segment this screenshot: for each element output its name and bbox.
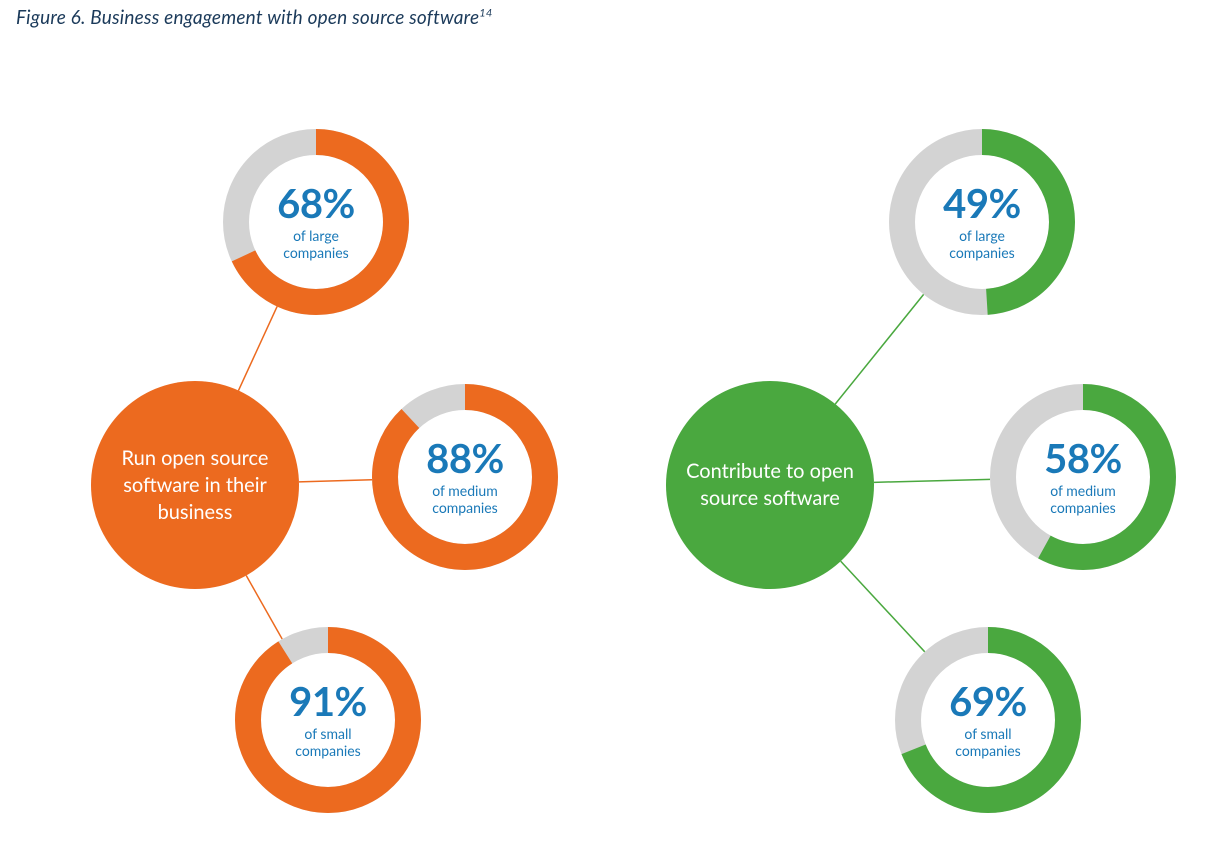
donut-sublabel: of smallcompanies [949,726,1027,760]
donut-sublabel: of smallcompanies [289,726,367,760]
donut-label: 69% of smallcompanies [949,680,1027,760]
connector-line [874,479,990,482]
donut-label: 88% of mediumcompanies [426,437,504,517]
donut-sublabel: of mediumcompanies [426,483,504,517]
donut-run-small: 91% of smallcompanies [235,627,421,813]
donut-sublabel: of mediumcompanies [1044,483,1122,517]
donut-label: 68% of largecompanies [277,182,355,262]
donut-percentage: 91% [289,680,367,722]
connector-line [238,306,277,390]
hub-label: Contribute to open source software [684,458,856,512]
donut-label: 91% of smallcompanies [289,680,367,760]
connector-line [299,480,372,482]
donut-contribute-medium: 58% of mediumcompanies [990,384,1176,570]
donut-contribute-large: 49% of largecompanies [889,129,1075,315]
donut-percentage: 49% [943,182,1021,224]
donut-percentage: 68% [277,182,355,224]
donut-label: 49% of largecompanies [943,182,1021,262]
donut-sublabel: of largecompanies [943,228,1021,262]
chart-stage: Run open source software in their busine… [0,0,1222,856]
donut-contribute-small: 69% of smallcompanies [895,627,1081,813]
donut-run-large: 68% of largecompanies [223,129,409,315]
hub-label: Run open source software in their busine… [109,445,281,526]
donut-sublabel: of largecompanies [277,228,355,262]
donut-run-medium: 88% of mediumcompanies [372,384,558,570]
hub-contribute: Contribute to open source software [666,381,874,589]
donut-label: 58% of mediumcompanies [1044,437,1122,517]
donut-percentage: 88% [426,437,504,479]
hub-run: Run open source software in their busine… [91,381,299,589]
donut-percentage: 69% [949,680,1027,722]
donut-percentage: 58% [1044,437,1122,479]
